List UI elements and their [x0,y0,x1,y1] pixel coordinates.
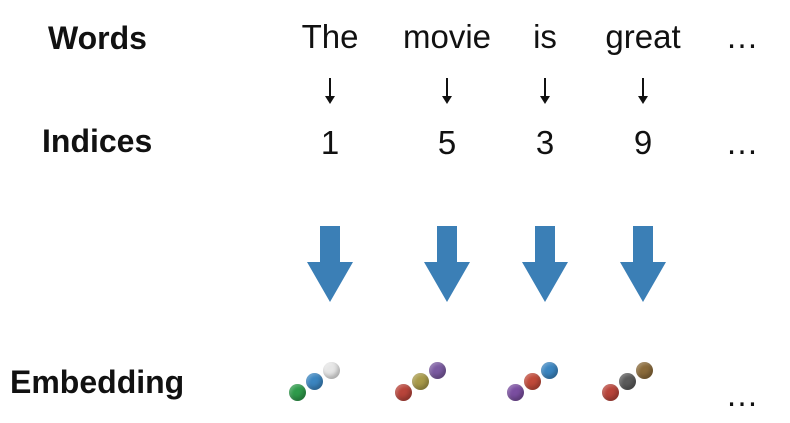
embedding-dot [306,373,323,390]
embedding-dot [289,384,306,401]
index-1: 1 [320,124,340,161]
embedding-arrow [307,226,353,302]
word-the: The [301,18,359,55]
embedding-arrow [522,226,568,302]
embedding-dot [429,362,446,379]
embedding-ellipsis: … [725,376,759,413]
embedding-arrow [424,226,470,302]
embedding-dot [524,373,541,390]
word-movie: movie [402,18,492,55]
embedding-dot [323,362,340,379]
word-to-index-arrow [642,78,644,98]
embedding-vector [602,358,672,408]
index-5: 5 [437,124,457,161]
indices-label: Indices [42,123,153,159]
word-is: is [533,18,557,55]
embedding-vector [395,358,465,408]
index-3: 3 [535,124,555,161]
word-great: great [605,18,681,55]
embedding-dot [602,384,619,401]
embedding-dot [619,373,636,390]
embedding-dot [412,373,429,390]
embedding-vector [289,358,359,408]
embedding-arrow [620,226,666,302]
words-label: Words [48,20,147,56]
index-9: 9 [633,124,653,161]
embedding-dot [507,384,524,401]
embedding-dot [541,362,558,379]
embedding-dot [636,362,653,379]
word-to-index-arrow [446,78,448,98]
words-ellipsis: … [725,18,759,55]
embedding-dot [395,384,412,401]
embedding-label: Embedding [10,364,185,400]
word-to-index-arrow [544,78,546,98]
word-to-index-arrow [329,78,331,98]
indices-ellipsis: … [725,124,759,161]
embedding-vector [507,358,577,408]
